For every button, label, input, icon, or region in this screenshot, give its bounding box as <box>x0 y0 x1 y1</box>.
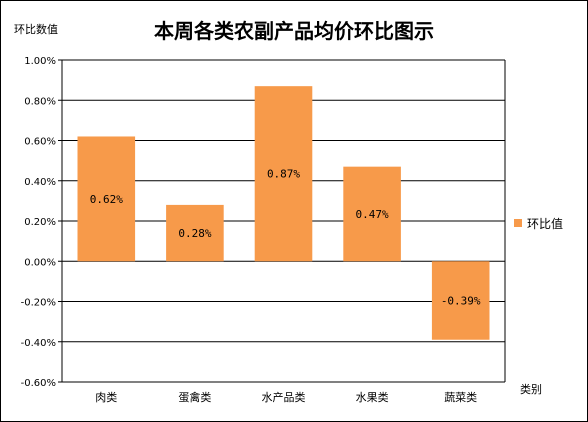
x-axis-label: 类别 <box>520 382 542 396</box>
y-axis-ticks: -0.60% -0.40% -0.20% 0.00% 0.20% 0.40% 0.60% 0.… <box>21 56 62 389</box>
y-tick-label: 0.20% <box>24 217 56 228</box>
chart-title: 本周各类农副产品均价环比图示 <box>154 19 434 43</box>
x-category-label: 水果类 <box>356 390 389 404</box>
y-tick-label: 0.80% <box>24 96 56 107</box>
data-label: 0.62% <box>90 193 123 206</box>
legend: 环比值 <box>514 216 563 231</box>
y-tick-label: 0.00% <box>24 257 56 268</box>
y-tick-label: -0.20% <box>21 298 56 309</box>
y-tick-label: -0.60% <box>21 378 56 389</box>
y-tick-label: -0.40% <box>21 338 56 349</box>
bar <box>166 204 224 262</box>
x-category-label: 水产品类 <box>262 390 306 404</box>
data-label: 0.28% <box>178 227 211 240</box>
y-tick-label: 0.40% <box>24 177 56 188</box>
x-category-label: 肉类 <box>95 390 117 404</box>
legend-label: 环比值 <box>527 216 563 231</box>
bar <box>431 261 490 340</box>
data-label: 0.87% <box>267 168 300 181</box>
y-tick-label: 0.60% <box>24 137 56 148</box>
y-tick-label: 1.00% <box>24 56 56 67</box>
data-label: -0.39% <box>441 294 481 307</box>
x-category-label: 蔬菜类 <box>444 390 477 404</box>
bar <box>77 136 136 262</box>
x-axis-categories: 肉类 蛋禽类 水产品类 水果类 蔬菜类 <box>95 390 477 404</box>
data-labels: 0.62% 0.28% 0.87% 0.47% -0.39% <box>90 168 481 308</box>
legend-swatch <box>514 219 522 227</box>
x-category-label: 蛋禽类 <box>178 390 211 404</box>
y-axis-label: 环比数值 <box>14 23 58 36</box>
bar <box>343 166 401 262</box>
bar <box>254 86 313 262</box>
data-label: 0.47% <box>356 208 389 221</box>
bars <box>77 86 490 340</box>
